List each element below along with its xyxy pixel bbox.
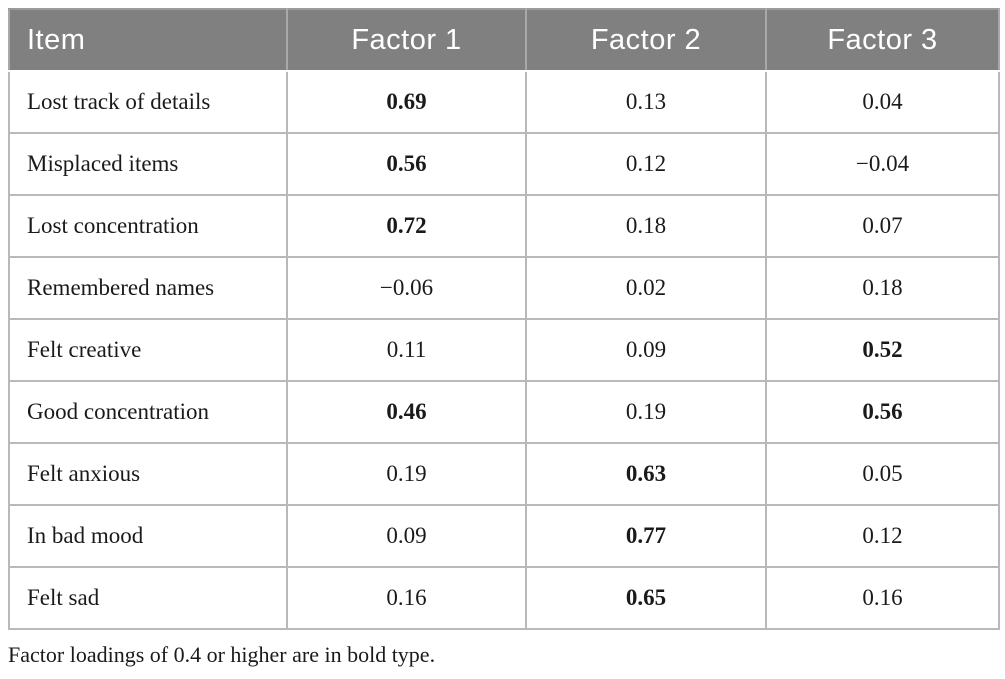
loading-value-cell: 0.11 — [286, 318, 527, 382]
item-label-cell: Remembered names — [8, 256, 288, 320]
column-header-factor-2: Factor 2 — [525, 8, 767, 72]
column-header-factor-3: Factor 3 — [765, 8, 1000, 72]
table-row: Felt anxious 0.19 0.63 0.05 — [8, 442, 1000, 506]
loading-value-cell: 0.09 — [525, 318, 767, 382]
item-label-cell: In bad mood — [8, 504, 288, 568]
loading-value-cell: 0.16 — [765, 566, 1000, 630]
table-footnote: Factor loadings of 0.4 or higher are in … — [8, 642, 436, 667]
loading-value-cell: 0.19 — [525, 380, 767, 444]
table-row: In bad mood 0.09 0.77 0.12 — [8, 504, 1000, 568]
table-row: Felt creative 0.11 0.09 0.52 — [8, 318, 1000, 382]
item-label-cell: Lost concentration — [8, 194, 288, 258]
loading-value-cell: 0.46 — [286, 380, 527, 444]
column-header-item: Item — [8, 8, 288, 72]
table-row: Misplaced items 0.56 0.12 −0.04 — [8, 132, 1000, 196]
loading-value-cell: 0.72 — [286, 194, 527, 258]
loading-value-cell: 0.18 — [765, 256, 1000, 320]
loading-value-cell: 0.07 — [765, 194, 1000, 258]
loading-value-cell: −0.04 — [765, 132, 1000, 196]
loading-value-cell: 0.56 — [286, 132, 527, 196]
table-row: Remembered names −0.06 0.02 0.18 — [8, 256, 1000, 320]
loading-value-cell: 0.12 — [525, 132, 767, 196]
loading-value-cell: 0.12 — [765, 504, 1000, 568]
loading-value-cell: 0.65 — [525, 566, 767, 630]
loading-value-cell: 0.02 — [525, 256, 767, 320]
loading-value-cell: 0.16 — [286, 566, 527, 630]
loading-value-cell: 0.77 — [525, 504, 767, 568]
column-header-factor-1: Factor 1 — [286, 8, 527, 72]
item-label-cell: Lost track of details — [8, 70, 288, 134]
loading-value-cell: 0.18 — [525, 194, 767, 258]
loading-value-cell: 0.04 — [765, 70, 1000, 134]
loading-value-cell: 0.09 — [286, 504, 527, 568]
item-label-cell: Felt sad — [8, 566, 288, 630]
item-label-cell: Misplaced items — [8, 132, 288, 196]
item-label-cell: Good concentration — [8, 380, 288, 444]
table-row: Good concentration 0.46 0.19 0.56 — [8, 380, 1000, 444]
item-label-cell: Felt anxious — [8, 442, 288, 506]
loading-value-cell: 0.52 — [765, 318, 1000, 382]
table-row: Lost track of details 0.69 0.13 0.04 — [8, 70, 1000, 134]
table-body: Lost track of details 0.69 0.13 0.04 Misplac… — [8, 70, 1000, 630]
item-label-cell: Felt creative — [8, 318, 288, 382]
loading-value-cell: 0.56 — [765, 380, 1000, 444]
loading-value-cell: 0.05 — [765, 442, 1000, 506]
table-row: Lost concentration 0.72 0.18 0.07 — [8, 194, 1000, 258]
header-row: Item Factor 1 Factor 2 Factor 3 — [8, 8, 1000, 72]
loading-value-cell: 0.69 — [286, 70, 527, 134]
table-row: Felt sad 0.16 0.65 0.16 — [8, 566, 1000, 630]
table-header: Item Factor 1 Factor 2 Factor 3 — [8, 8, 1000, 72]
factor-loadings-table: Item Factor 1 Factor 2 Factor 3 Lost tra… — [8, 8, 1000, 630]
loading-value-cell: 0.19 — [286, 442, 527, 506]
loading-value-cell: −0.06 — [286, 256, 527, 320]
loading-value-cell: 0.63 — [525, 442, 767, 506]
loading-value-cell: 0.13 — [525, 70, 767, 134]
